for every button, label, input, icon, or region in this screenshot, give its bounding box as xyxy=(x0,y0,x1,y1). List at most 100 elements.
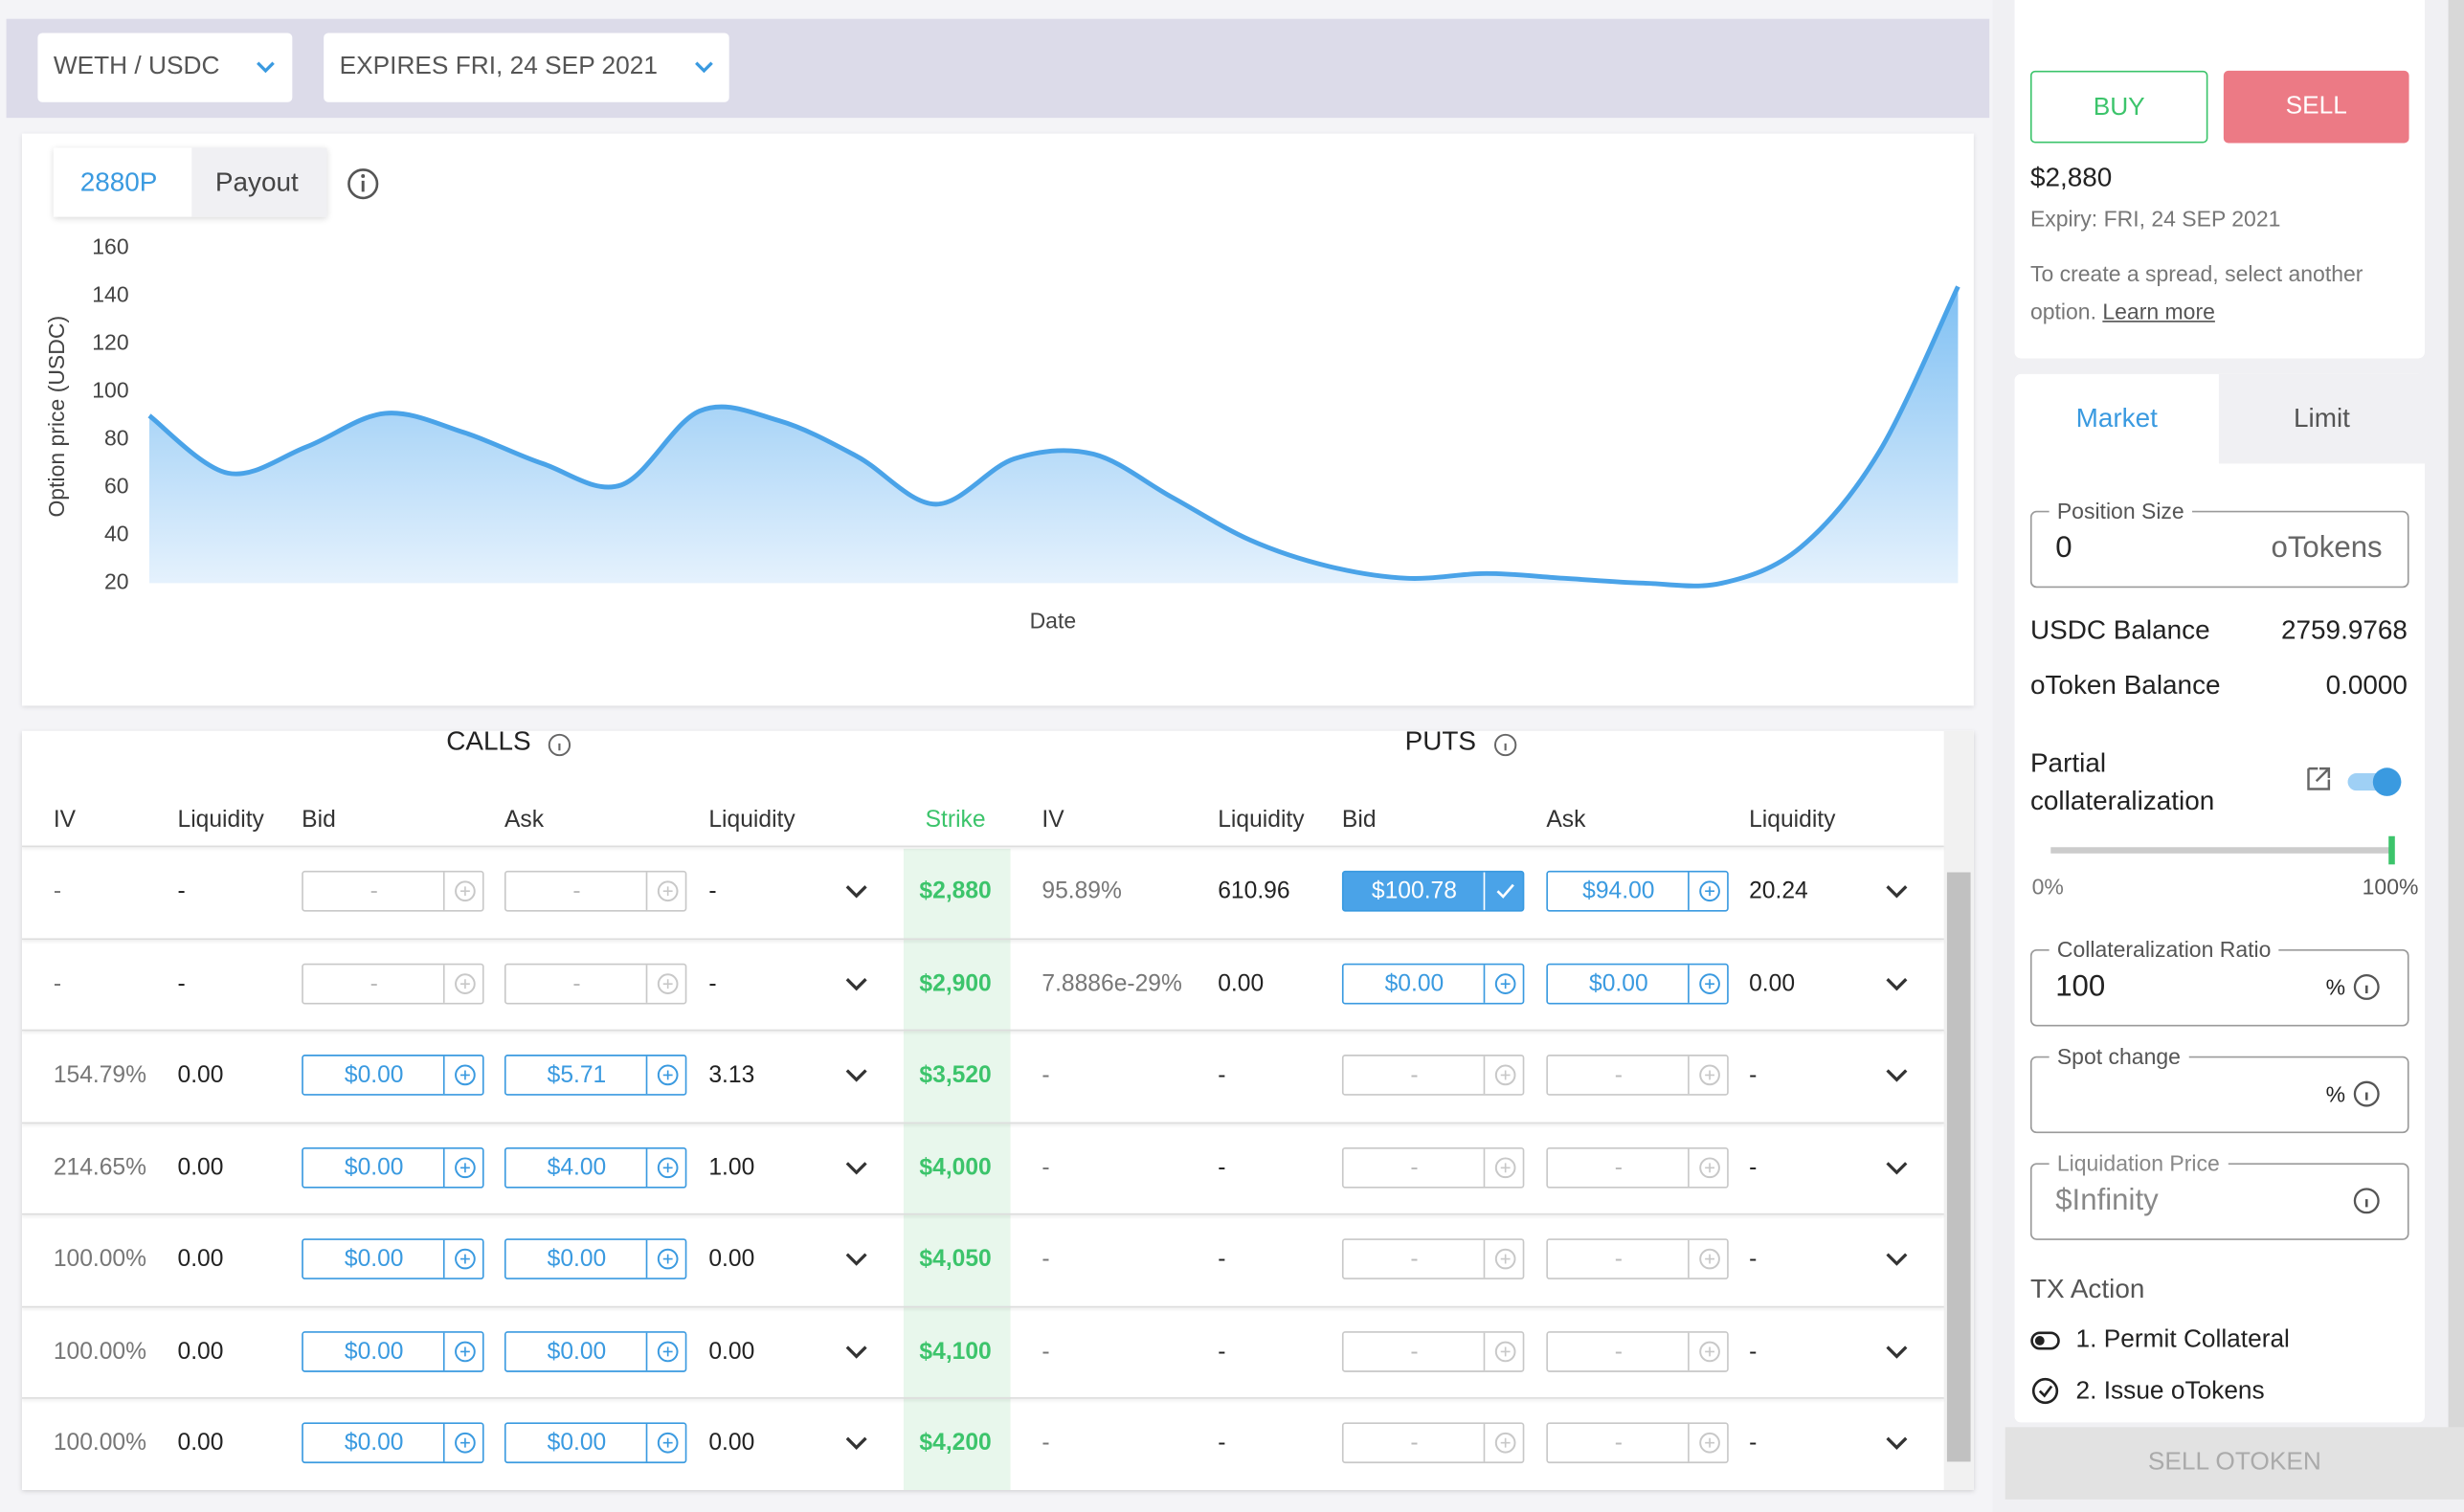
add-icon[interactable] xyxy=(1699,1064,1721,1086)
add-icon[interactable] xyxy=(657,972,679,994)
price-input[interactable]: - xyxy=(1546,1238,1729,1279)
add-icon[interactable] xyxy=(454,1432,476,1454)
sell-button[interactable]: SELL xyxy=(2223,70,2409,144)
expand-chevron[interactable] xyxy=(1884,975,1909,990)
add-icon[interactable] xyxy=(1494,972,1516,994)
expand-chevron[interactable] xyxy=(1884,1435,1909,1451)
input-value: $0.00 xyxy=(344,1061,404,1089)
add-icon[interactable] xyxy=(1494,1064,1516,1086)
expand-chevron[interactable] xyxy=(1884,1159,1909,1174)
price-input[interactable]: $0.00 xyxy=(504,1330,687,1371)
price-input[interactable]: $5.71 xyxy=(504,1055,687,1096)
price-input[interactable]: $0.00 xyxy=(302,1422,484,1464)
price-input[interactable]: - xyxy=(1341,1055,1525,1096)
scroll-thumb[interactable] xyxy=(1946,872,1971,1462)
price-input[interactable]: - xyxy=(1546,1055,1729,1096)
price-input[interactable]: $0.00 xyxy=(504,1422,687,1464)
input-value: $0.00 xyxy=(344,1429,404,1456)
price-input[interactable]: - xyxy=(1546,1422,1729,1464)
add-icon[interactable] xyxy=(1699,1432,1721,1454)
column-header: Bid xyxy=(302,806,336,834)
expiry-select[interactable]: EXPIRES FRI, 24 SEP 2021 xyxy=(324,33,729,102)
info-icon[interactable] xyxy=(1493,732,1518,757)
toggle[interactable] xyxy=(2304,764,2414,801)
price-input[interactable]: - xyxy=(1546,1146,1729,1188)
info-icons[interactable] xyxy=(2351,971,2383,1223)
spot-field[interactable] xyxy=(2029,1056,2409,1134)
position-size-field[interactable] xyxy=(2029,510,2409,589)
expand-chevron[interactable] xyxy=(844,1435,869,1451)
price-input[interactable]: - xyxy=(1341,1330,1525,1371)
expand-chevron[interactable] xyxy=(844,1067,869,1082)
input-divider xyxy=(1688,964,1690,1003)
add-icon[interactable] xyxy=(1494,1340,1516,1362)
expand-chevron[interactable] xyxy=(844,1343,869,1358)
tab[interactable]: Payout xyxy=(214,167,299,198)
tab[interactable]: Market xyxy=(2075,403,2158,434)
partial-label: Partial collateralization xyxy=(2029,747,2215,816)
slider-track[interactable] xyxy=(2050,847,2394,854)
expand-chevron[interactable] xyxy=(844,1159,869,1174)
expand-chevron[interactable] xyxy=(1884,1067,1909,1082)
price-input[interactable]: - xyxy=(302,962,484,1004)
info-icon[interactable] xyxy=(547,732,571,757)
price-input[interactable]: $0.00 xyxy=(504,1238,687,1279)
add-icon[interactable] xyxy=(1699,880,1721,902)
add-icon[interactable] xyxy=(1494,1156,1516,1178)
pair-select[interactable]: WETH / USDC xyxy=(37,33,293,102)
info-icon[interactable] xyxy=(346,167,380,201)
add-icon[interactable] xyxy=(454,972,476,994)
price-input[interactable]: - xyxy=(302,870,484,912)
input-divider xyxy=(1483,872,1486,910)
price-input[interactable]: $0.00 xyxy=(302,1330,484,1371)
price-input[interactable]: $0.00 xyxy=(1341,962,1525,1004)
expand-chevron[interactable] xyxy=(844,1251,869,1266)
submit-button[interactable]: SELL OTOKEN xyxy=(2005,1427,2464,1500)
add-icon[interactable] xyxy=(1494,1432,1516,1454)
add-icon[interactable] xyxy=(454,1156,476,1178)
buy-button[interactable]: BUY xyxy=(2029,70,2208,144)
add-icon[interactable] xyxy=(657,1248,679,1270)
add-icon[interactable] xyxy=(1699,972,1721,994)
price-input[interactable]: - xyxy=(1341,1238,1525,1279)
price-input[interactable]: - xyxy=(504,962,687,1004)
input-divider xyxy=(442,872,445,910)
price-input[interactable]: $0.00 xyxy=(302,1238,484,1279)
price-input[interactable]: $0.00 xyxy=(302,1055,484,1096)
expand-chevron[interactable] xyxy=(844,883,869,899)
add-icon[interactable] xyxy=(1699,1156,1721,1178)
add-icon[interactable] xyxy=(657,1156,679,1178)
price-input[interactable]: - xyxy=(1546,1330,1729,1371)
add-icon[interactable] xyxy=(1494,1248,1516,1270)
expand-chevron[interactable] xyxy=(1884,1343,1909,1358)
price-input[interactable]: $0.00 xyxy=(1546,962,1729,1004)
expand-chevron[interactable] xyxy=(1884,883,1909,899)
add-icon[interactable] xyxy=(454,1248,476,1270)
add-icon[interactable] xyxy=(657,1064,679,1086)
price-input[interactable]: $0.00 xyxy=(302,1146,484,1188)
check-icon[interactable] xyxy=(1494,880,1516,902)
price-input[interactable]: $94.00 xyxy=(1546,870,1729,912)
price-input[interactable]: - xyxy=(504,870,687,912)
add-icon[interactable] xyxy=(1699,1340,1721,1362)
learn-more-link[interactable]: Learn more xyxy=(2102,299,2215,324)
price-input[interactable]: - xyxy=(1341,1146,1525,1188)
expand-chevron[interactable] xyxy=(1884,1251,1909,1266)
slider-thumb[interactable] xyxy=(2388,835,2395,865)
tab[interactable]: Limit xyxy=(2293,403,2350,434)
add-icon[interactable] xyxy=(657,1340,679,1362)
expand-chevron[interactable] xyxy=(844,975,869,990)
tab[interactable]: 2880P xyxy=(79,167,158,198)
add-icon[interactable] xyxy=(657,1432,679,1454)
input-divider xyxy=(1483,1239,1486,1279)
add-icon[interactable] xyxy=(454,1340,476,1362)
add-icon[interactable] xyxy=(1699,1248,1721,1270)
add-icon[interactable] xyxy=(657,880,679,902)
price-input[interactable]: $100.78 xyxy=(1341,870,1525,912)
price-input[interactable]: $4.00 xyxy=(504,1146,687,1188)
add-icon[interactable] xyxy=(454,1064,476,1086)
field-label: Collateralization Ratio xyxy=(2049,938,2279,961)
price-input[interactable]: - xyxy=(1341,1422,1525,1464)
add-icon[interactable] xyxy=(454,880,476,902)
